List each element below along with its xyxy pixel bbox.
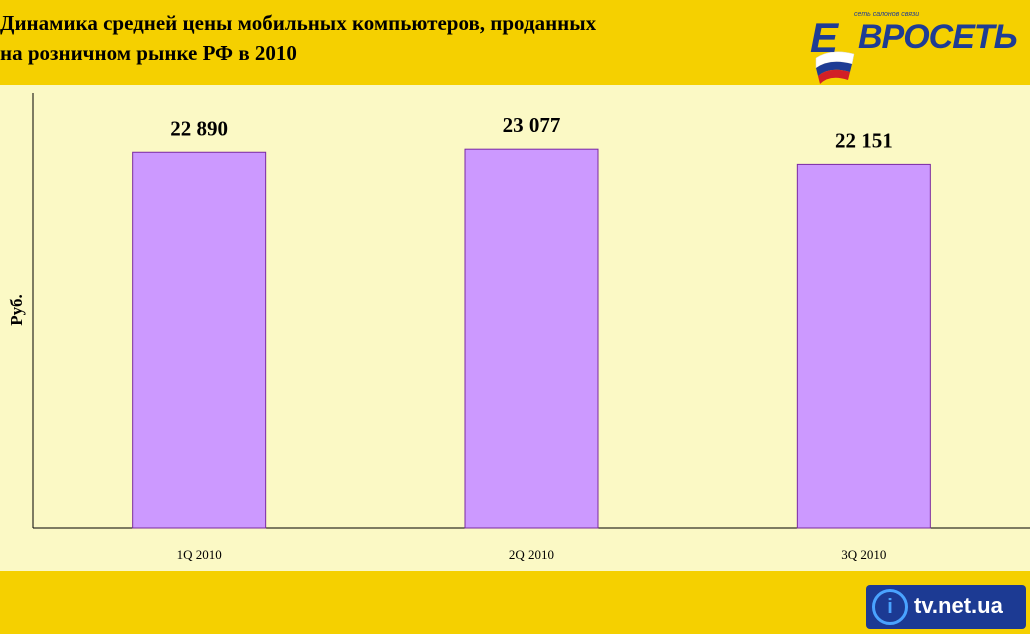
bar-2 [464,148,599,529]
logo-slogan: сеть салонов связи [854,11,920,18]
i-circle-icon: i [872,589,908,625]
flag-icon: Е [810,14,855,84]
chart-title: Динамика средней цены мобильных компьюте… [0,8,596,68]
title-line-1: Динамика средней цены мобильных компьюте… [0,11,597,35]
data-label-2: 23 077 [503,113,561,137]
bar-3 [796,163,931,529]
watermark-text: tv.net.ua [914,593,1003,618]
logo-text: ВРОСЕТЬ [858,18,1018,56]
y-axis-label: Руб. [7,294,26,325]
data-label-1: 22 890 [170,116,228,140]
x-tick-label-3: 3Q 2010 [841,547,886,562]
watermark: i tv.net.ua [866,585,1026,629]
bar-1 [132,151,267,529]
data-label-3: 22 151 [835,128,893,152]
evroset-logo: Е сеть салонов связи ВРОСЕТЬ [806,8,1018,84]
svg-text:Е: Е [810,14,840,61]
title-line-2: на розничном рынке РФ в 2010 [0,41,297,65]
x-tick-label-2: 2Q 2010 [509,547,554,562]
x-tick-label-1: 1Q 2010 [177,547,222,562]
